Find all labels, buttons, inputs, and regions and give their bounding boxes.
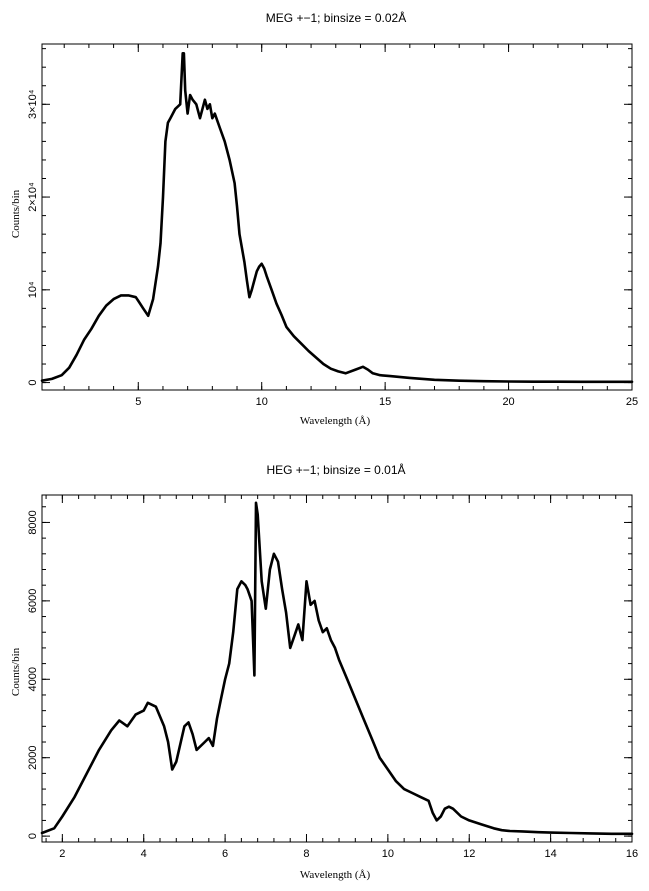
x-tick-label: 25 xyxy=(626,396,638,408)
x-tick-label: 12 xyxy=(463,848,475,860)
x-tick-label: 4 xyxy=(141,848,147,860)
y-tick-label: 6000 xyxy=(27,589,39,613)
x-tick-label: 20 xyxy=(502,396,514,408)
axis-ticks: 2 4 6 8 10 12 14 16 0 2000 4000 6000 8000 xyxy=(27,495,638,860)
x-tick-label: 10 xyxy=(256,396,268,408)
series-line-meg xyxy=(40,52,634,384)
plot-frame xyxy=(41,494,633,843)
y-tick-label: 0 xyxy=(27,833,39,839)
x-tick-label: 6 xyxy=(222,848,228,860)
y-tick-label: 0 xyxy=(27,380,39,386)
x-tick-label: 15 xyxy=(379,396,391,408)
y-tick-label: 2×10⁴ xyxy=(27,182,39,212)
series-line-heg xyxy=(40,501,634,836)
x-tick-label: 14 xyxy=(544,848,556,860)
y-tick-label: 4000 xyxy=(27,667,39,691)
x-tick-label: 16 xyxy=(626,848,638,860)
x-tick-label: 2 xyxy=(59,848,65,860)
x-axis-label: Wavelength (Å) xyxy=(300,415,371,427)
x-tick-label: 10 xyxy=(382,848,394,860)
x-tick-label: 8 xyxy=(303,848,309,860)
meg-spectrum-panel: MEG +−1; binsize = 0.02Å Counts/bin Wave… xyxy=(10,10,638,427)
x-tick-label: 5 xyxy=(135,396,141,408)
heg-spectrum-panel: HEG +−1; binsize = 0.01Å Counts/bin Wave… xyxy=(10,462,638,881)
y-axis-label: Counts/bin xyxy=(10,189,22,238)
plot-frame xyxy=(41,43,633,391)
x-axis-label: Wavelength (Å) xyxy=(300,869,371,881)
y-tick-label: 8000 xyxy=(27,510,39,534)
y-tick-label: 3×10⁴ xyxy=(27,89,39,119)
y-axis-label: Counts/bin xyxy=(10,647,22,696)
y-tick-label: 2000 xyxy=(27,745,39,769)
axis-ticks: 5 10 15 20 25 0 10⁴ 2×10⁴ 3×10⁴ xyxy=(27,44,638,408)
y-tick-label: 10⁴ xyxy=(27,281,39,298)
chart-title: MEG +−1; binsize = 0.02Å xyxy=(266,10,406,25)
chart-title: HEG +−1; binsize = 0.01Å xyxy=(266,462,405,477)
